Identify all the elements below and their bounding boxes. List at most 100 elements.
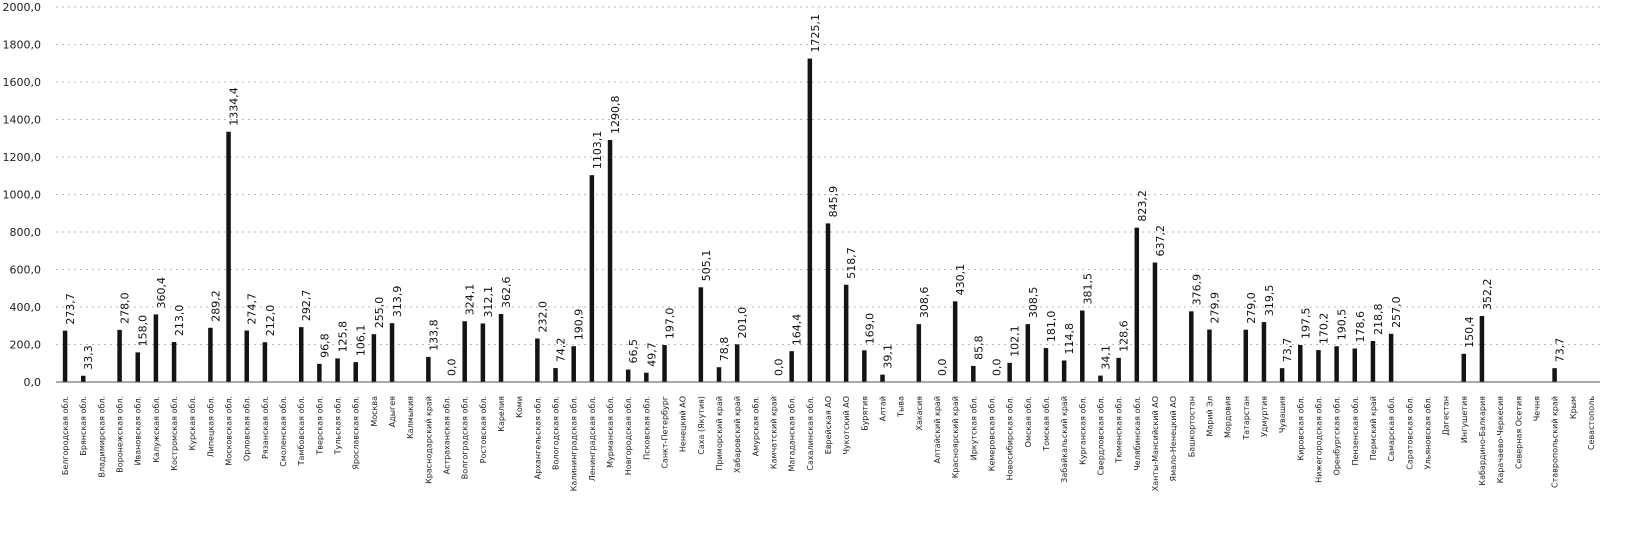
data-label: 232,0 [536, 301, 549, 333]
data-label: 823,2 [1136, 190, 1149, 222]
x-tick-label: Приморский край [715, 396, 724, 470]
data-label: 102,1 [1009, 325, 1022, 356]
x-tick-label: Ставропольский край [1551, 396, 1560, 488]
bar [644, 372, 649, 382]
data-label: 324,1 [464, 284, 477, 316]
bar [789, 351, 794, 382]
data-label: 518,7 [845, 247, 858, 279]
bar [226, 131, 231, 382]
bar [153, 314, 159, 382]
data-label: 33,3 [82, 345, 95, 370]
bar [662, 345, 667, 382]
x-tick-label: Томская обл. [1042, 396, 1051, 452]
data-label: 39,1 [881, 344, 894, 369]
data-label: 218,8 [1372, 303, 1385, 335]
y-tick-label: 600,0 [10, 264, 42, 277]
x-tick-label: Чечня [1532, 396, 1541, 421]
x-tick-label: Калининградская обл. [570, 396, 579, 491]
data-label: 274,7 [246, 293, 259, 325]
data-label: 308,5 [1027, 287, 1040, 319]
bar [1352, 348, 1358, 382]
x-tick-label: Ненецкий АО [679, 396, 688, 452]
x-tick-label: Московская обл. [225, 396, 234, 466]
x-tick-label: Липецкая обл. [206, 396, 215, 457]
x-tick-label: Марий Эл [1205, 396, 1214, 437]
data-label: 49,7 [645, 342, 658, 367]
x-tick-label: Ульяновская обл. [1423, 396, 1432, 469]
x-tick-label: Крым [1569, 396, 1578, 419]
bar [716, 367, 722, 382]
x-tick-label: Амурская обл. [751, 396, 760, 456]
data-label: 255,0 [373, 297, 386, 329]
y-tick-label: 800,0 [10, 226, 42, 239]
x-tick-label: Мурманская обл. [606, 396, 615, 468]
data-label: 190,9 [573, 309, 586, 341]
x-tick-label: Воронежская обл. [116, 396, 125, 473]
x-tick-label: Ленинградская обл. [588, 396, 597, 481]
bar [1388, 333, 1394, 382]
data-label: 376,9 [1190, 274, 1203, 306]
data-label: 197,0 [664, 308, 677, 340]
bars [62, 58, 1557, 382]
bar [335, 358, 340, 382]
data-label: 125,8 [337, 321, 350, 353]
x-tick-label: Ингушетия [1460, 396, 1469, 443]
x-tick-label: Ивановская обл. [134, 396, 143, 465]
x-tick-label: Севастополь [1587, 396, 1596, 450]
x-tick-label: Ярославская обл. [352, 396, 361, 470]
x-tick-label: Красноярский край [951, 396, 960, 478]
data-label: 34,1 [1099, 345, 1112, 370]
data-label: 308,6 [918, 287, 931, 319]
x-tick-label: Орловская обл. [243, 396, 252, 461]
bar [244, 330, 249, 382]
data-label: 78,8 [718, 337, 731, 362]
x-tick-label: Калмыкия [406, 396, 415, 439]
bar [862, 350, 867, 382]
bar [426, 356, 431, 382]
x-tick-label: Магаданская обл. [788, 396, 797, 472]
x-tick-label: Кировская обл. [1296, 396, 1305, 461]
data-label: 1290,8 [609, 95, 622, 134]
bar [1207, 329, 1212, 382]
x-axis-ticks: Белгородская обл. Брянская обл. Владимирск… [61, 396, 1596, 492]
x-tick-label: Тульская обл. [334, 396, 343, 455]
y-axis-ticks: 0,0 200,0 400,0 600,0 800,0 1000,0 1200,0 1400,… [3, 1, 42, 389]
bar [62, 330, 68, 382]
y-tick-label: 1200,0 [3, 151, 42, 164]
data-label: 0,0 [936, 359, 949, 377]
bar [317, 363, 322, 382]
data-label: 381,5 [1081, 273, 1094, 305]
bar [1116, 357, 1121, 382]
x-tick-label: Москва [370, 396, 379, 427]
bar [571, 346, 576, 382]
x-tick-label: Астраханская обл. [443, 396, 452, 474]
x-tick-label: Краснодарский край [424, 396, 433, 484]
data-label: 1725,1 [809, 14, 822, 53]
data-label: 845,9 [827, 186, 840, 218]
bar [371, 334, 377, 382]
data-label: 170,2 [1317, 313, 1330, 345]
bar [1552, 368, 1557, 382]
x-tick-label: Костромская обл. [170, 396, 179, 471]
x-tick-label: Пензенская обл. [1351, 396, 1360, 466]
bar [171, 342, 177, 382]
data-label: 128,6 [1118, 320, 1131, 352]
data-label: 114,8 [1063, 323, 1076, 355]
bar [480, 323, 486, 382]
data-label: 150,4 [1463, 316, 1476, 348]
x-tick-label: Мордовия [1224, 396, 1233, 438]
data-label: 164,4 [791, 314, 804, 346]
x-tick-label: Адыгея [388, 396, 397, 427]
data-label: 106,1 [355, 325, 368, 357]
data-label: 273,7 [64, 293, 77, 325]
x-tick-label: Чукотский АО [842, 396, 851, 455]
data-label: 313,9 [391, 286, 404, 318]
data-label: 74,2 [555, 338, 568, 363]
x-tick-label: Тамбовская обл. [297, 396, 306, 466]
x-tick-label: Курганская обл. [1078, 396, 1087, 465]
bar [298, 327, 304, 382]
data-label: 96,8 [318, 333, 331, 358]
bar [1007, 362, 1012, 382]
data-label: 201,0 [736, 307, 749, 339]
bar [553, 368, 558, 382]
